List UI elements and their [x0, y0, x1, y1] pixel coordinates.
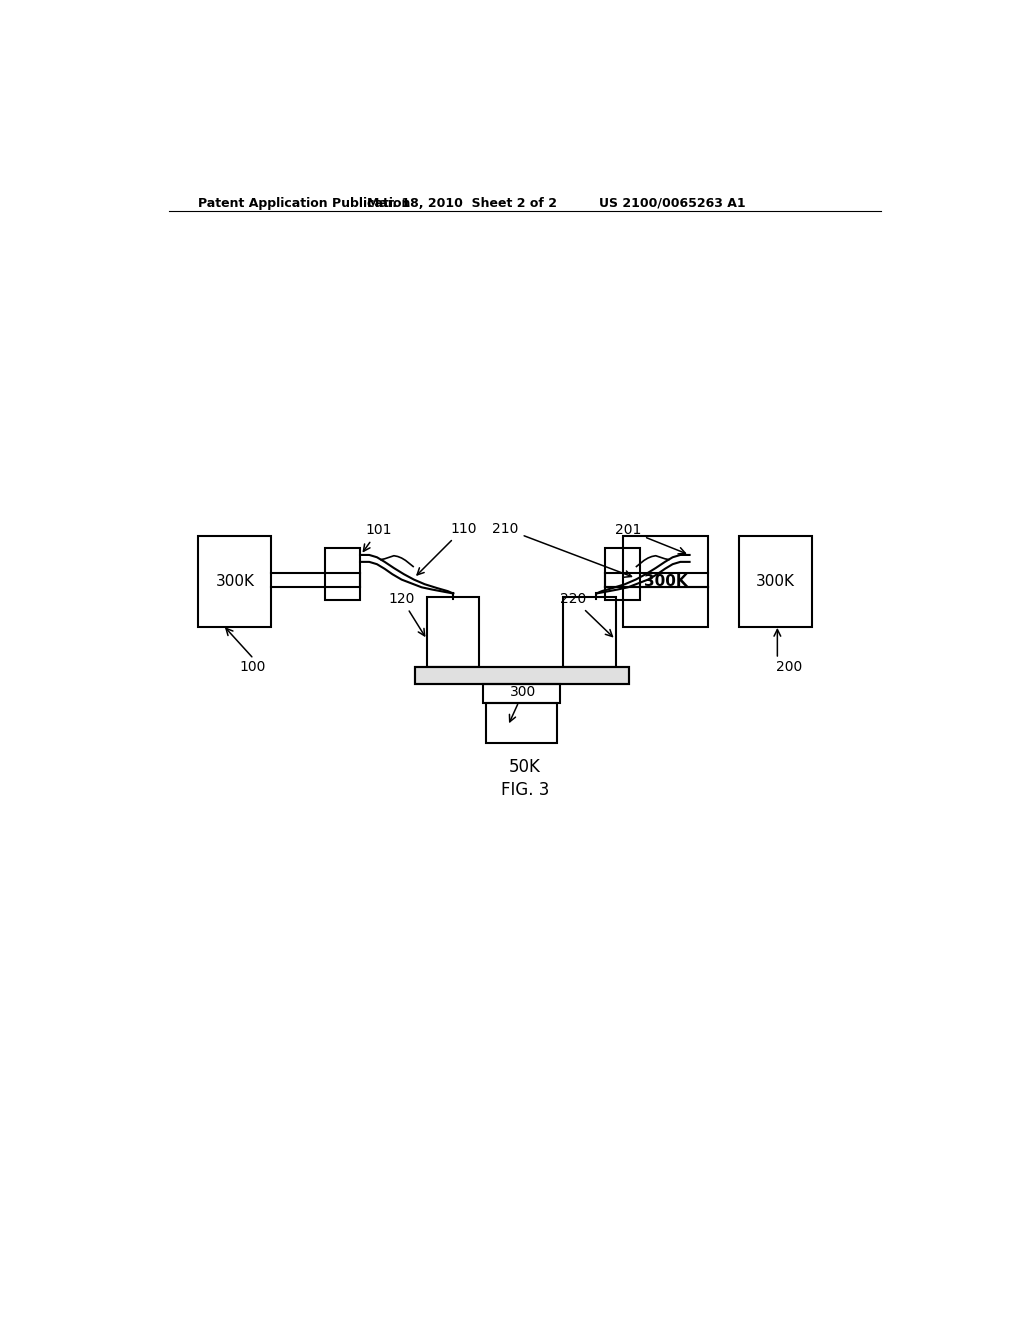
Bar — [483, 684, 560, 702]
Bar — [739, 536, 812, 627]
Text: 210: 210 — [493, 521, 632, 577]
Bar — [325, 548, 360, 601]
Bar — [486, 702, 557, 743]
Text: 200: 200 — [776, 660, 802, 673]
Bar — [427, 598, 479, 667]
Text: 300: 300 — [510, 685, 537, 722]
Text: 50K: 50K — [509, 758, 541, 776]
Text: 101: 101 — [364, 523, 392, 552]
Bar — [563, 598, 615, 667]
Text: US 2100/0065263 A1: US 2100/0065263 A1 — [599, 197, 745, 210]
Bar — [416, 667, 629, 684]
Text: 120: 120 — [388, 591, 425, 636]
Text: 300K: 300K — [215, 574, 254, 589]
Text: 300K: 300K — [644, 574, 687, 589]
Text: Patent Application Publication: Patent Application Publication — [199, 197, 411, 210]
Text: 300K: 300K — [756, 574, 795, 589]
Text: Mar. 18, 2010  Sheet 2 of 2: Mar. 18, 2010 Sheet 2 of 2 — [367, 197, 557, 210]
Text: 201: 201 — [614, 523, 685, 554]
Text: 100: 100 — [239, 660, 265, 673]
Text: 110: 110 — [417, 521, 476, 576]
Bar — [605, 548, 640, 601]
Text: 220: 220 — [560, 591, 612, 636]
Bar — [199, 536, 271, 627]
Text: FIG. 3: FIG. 3 — [501, 781, 549, 799]
Bar — [416, 667, 629, 684]
Bar — [624, 536, 708, 627]
